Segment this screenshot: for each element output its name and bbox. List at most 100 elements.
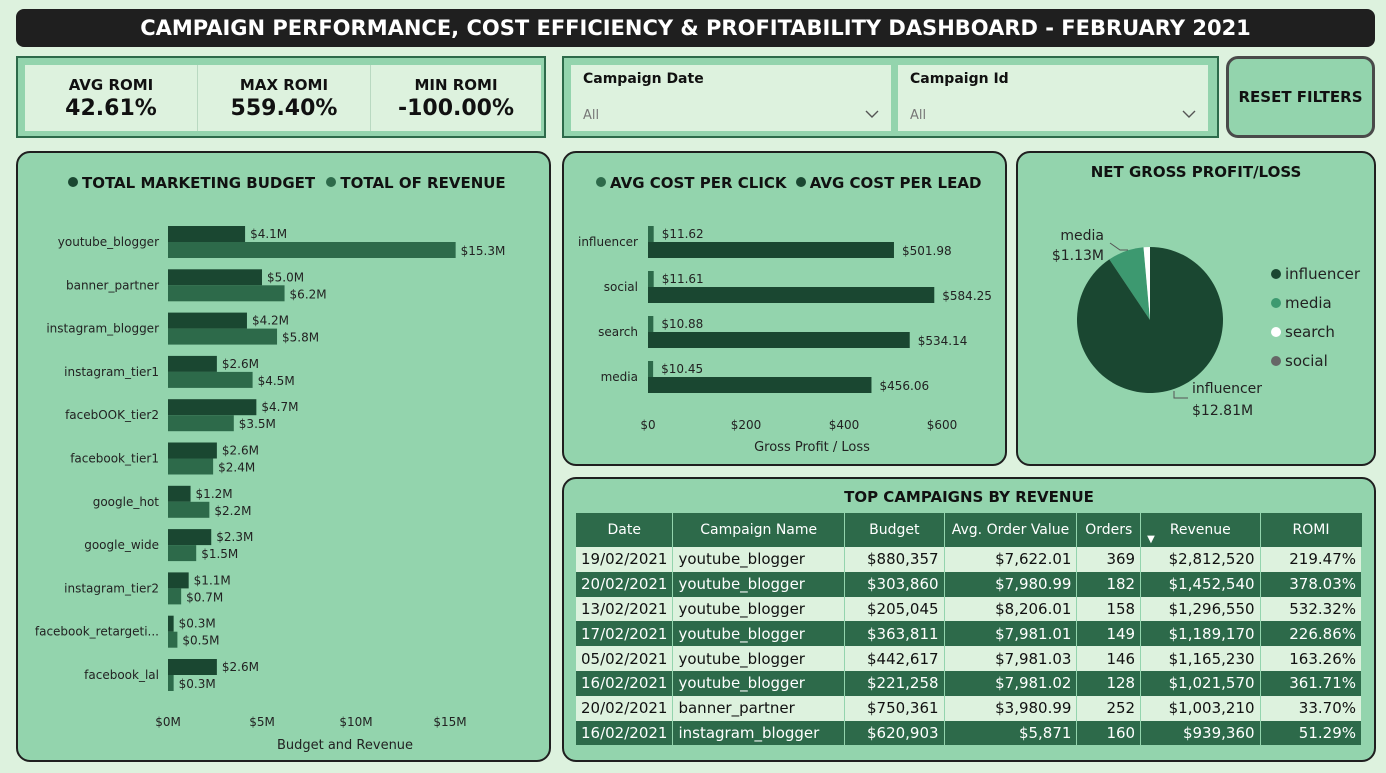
table-cell-budget: $750,361 xyxy=(844,695,945,721)
revenue-bar xyxy=(168,675,174,691)
budget-data-label: $5.0M xyxy=(267,270,304,284)
cpl-data-label: $456.06 xyxy=(879,379,929,393)
revenue-bar xyxy=(168,545,197,562)
kpi-label: AVG ROMI xyxy=(68,75,154,94)
budget-data-label: $2.6M xyxy=(222,444,259,458)
legend-label: influencer xyxy=(1285,265,1361,283)
category-label: facebOOK_tier2 xyxy=(65,408,159,422)
legend-dot-icon xyxy=(68,177,78,187)
table-row[interactable]: 05/02/2021 youtube_blogger $442,617 $7,981.… xyxy=(576,646,1363,671)
revenue-data-label: $1.5M xyxy=(201,547,238,561)
revenue-data-label: $3.5M xyxy=(239,417,276,431)
category-label: media xyxy=(601,370,638,384)
revenue-bar xyxy=(168,242,456,258)
cpc-bar xyxy=(648,361,654,377)
legend-dot-icon xyxy=(1271,298,1281,308)
table-cell-budget: $620,903 xyxy=(844,720,945,746)
cost-per-click-lead-chart: influencer $11.62 $501.98 social $11.61 $584.… xyxy=(578,226,992,455)
revenue-bar xyxy=(168,588,182,605)
chevron-down-icon[interactable] xyxy=(1182,107,1196,123)
cpc-data-label: $10.45 xyxy=(661,362,703,376)
table-cell-romi: 532.32% xyxy=(1260,596,1363,622)
table-cell-avg-order-value: $7,981.02 xyxy=(944,670,1078,696)
table-row[interactable]: 20/02/2021 banner_partner $750,361 $3,980.9… xyxy=(576,695,1363,721)
table-row[interactable]: 13/02/2021 youtube_blogger $205,045 $8,206.… xyxy=(576,596,1363,622)
budget-data-label: $2.3M xyxy=(216,530,253,544)
pie-label-influencer-value: $12.81M xyxy=(1192,403,1253,419)
reset-filters-button[interactable]: RESET FILTERS xyxy=(1226,56,1375,138)
revenue-data-label: $0.7M xyxy=(186,590,223,604)
table-cell-date: 13/02/2021 xyxy=(576,596,674,622)
budget-bar xyxy=(168,269,262,286)
table-row[interactable]: 17/02/2021 youtube_blogger $363,811 $7,981.… xyxy=(576,621,1363,647)
table-cell-avg-order-value: $7,980.99 xyxy=(944,571,1078,597)
table-cell-orders: 160 xyxy=(1076,720,1142,746)
campaign-date-filter[interactable]: Campaign Date All xyxy=(571,65,891,131)
top-campaigns-table: Date Campaign Name Budget Avg. Order Val… xyxy=(576,513,1363,746)
x-tick-label: $600 xyxy=(927,418,958,432)
table-row[interactable]: 16/02/2021 youtube_blogger $221,258 $7,981.… xyxy=(576,670,1363,696)
sort-descending-icon[interactable]: ▼ xyxy=(1147,534,1155,545)
table-row[interactable]: 16/02/2021 instagram_blogger $620,903 $5,87… xyxy=(576,720,1363,746)
kpi-value: 42.61% xyxy=(65,95,157,121)
table-cell-revenue: $1,021,570 xyxy=(1140,670,1261,696)
table-cell-orders: 149 xyxy=(1076,621,1142,647)
table-cell-orders: 369 xyxy=(1076,547,1142,572)
legend-dot-icon xyxy=(326,177,337,187)
pie-label-media-value: $1.13M xyxy=(1052,248,1104,264)
table-cell-revenue: $1,189,170 xyxy=(1140,621,1261,647)
revenue-bar xyxy=(168,415,234,432)
chevron-down-icon[interactable] xyxy=(865,107,879,123)
budget-data-label: $1.2M xyxy=(196,487,233,501)
legend-label: AVG COST PER LEAD xyxy=(809,174,982,192)
kpi-panel: AVG ROMI 42.61% MAX ROMI 559.40% MIN ROM… xyxy=(16,56,546,138)
cpl-bar xyxy=(648,242,894,258)
legend-label: TOTAL MARKETING BUDGET xyxy=(82,174,316,192)
budget-data-label: $0.3M xyxy=(179,617,216,631)
budget-data-label: $4.2M xyxy=(252,314,289,328)
legend-item-budget[interactable]: TOTAL MARKETING BUDGET xyxy=(68,174,315,192)
campaign-id-filter[interactable]: Campaign Id All xyxy=(898,65,1208,131)
net-gross-profit-panel: NET GROSS PROFIT/LOSS media $1.13M influen… xyxy=(1016,151,1376,466)
column-header-avg-order-value[interactable]: Avg. Order Value xyxy=(944,513,1078,547)
table-row[interactable]: 19/02/2021 youtube_blogger $880,357 $7,622.… xyxy=(576,547,1363,572)
column-header-campaign-name[interactable]: Campaign Name xyxy=(672,513,845,547)
kpi-card-min-romi: MIN ROMI -100.00% xyxy=(371,65,541,131)
budget-bar xyxy=(168,529,212,546)
panel-title: TOP CAMPAIGNS BY REVENUE xyxy=(844,488,1094,506)
budget-revenue-chart: youtube_blogger $4.1M $15.3M banner_partner… xyxy=(35,226,506,753)
legend-dot-icon xyxy=(795,177,806,187)
revenue-data-label: $5.8M xyxy=(282,331,319,345)
cpc-bar xyxy=(648,271,654,287)
legend-item-cpl[interactable]: AVG COST PER LEAD xyxy=(795,174,982,192)
budget-bar xyxy=(168,355,217,372)
budget-data-label: $1.1M xyxy=(194,573,231,587)
table-cell-date: 17/02/2021 xyxy=(576,621,674,647)
revenue-data-label: $15.3M xyxy=(461,244,506,258)
column-header-orders[interactable]: Orders xyxy=(1076,513,1142,547)
legend-item-revenue[interactable]: TOTAL OF REVENUE xyxy=(326,174,506,192)
legend-label: media xyxy=(1285,294,1332,312)
column-header-budget[interactable]: Budget xyxy=(844,513,945,547)
x-tick-label: $10M xyxy=(339,715,372,729)
table-row[interactable]: 20/02/2021 youtube_blogger $303,860 $7,980.… xyxy=(576,571,1363,597)
column-header-date[interactable]: Date xyxy=(576,513,674,547)
table-cell-avg-order-value: $7,981.01 xyxy=(944,621,1078,647)
revenue-data-label: $2.2M xyxy=(214,504,251,518)
column-header-revenue[interactable]: Revenue ▼ xyxy=(1140,513,1261,547)
campaign-id-select[interactable]: All xyxy=(910,108,1196,123)
table-cell-campaign-name: youtube_blogger xyxy=(672,547,845,572)
column-header-romi[interactable]: ROMI xyxy=(1260,513,1362,547)
net-gross-profit-pie: media $1.13M influencer $12.81M influencer me… xyxy=(1052,228,1361,419)
category-label: facebook_retargeti... xyxy=(35,625,159,639)
table-cell-revenue: $1,296,550 xyxy=(1140,596,1261,622)
legend-item-cpc[interactable]: AVG COST PER CLICK xyxy=(596,174,787,192)
table-cell-date: 20/02/2021 xyxy=(576,571,674,597)
cpl-data-label: $501.98 xyxy=(902,244,952,258)
filter-label: Campaign Date xyxy=(583,71,704,87)
budget-bar xyxy=(168,659,217,675)
table-cell-avg-order-value: $7,981.03 xyxy=(944,646,1078,671)
budget-data-label: $2.6M xyxy=(222,357,259,371)
budget-bar xyxy=(168,485,191,502)
campaign-date-select[interactable]: All xyxy=(583,108,879,123)
